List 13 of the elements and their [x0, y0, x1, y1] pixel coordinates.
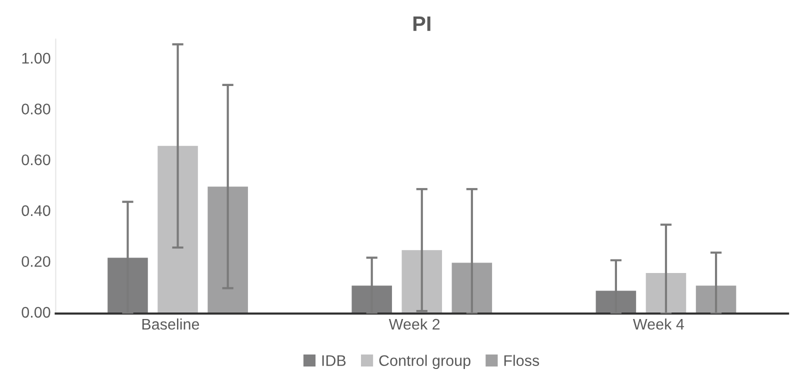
legend-label: IDB — [322, 355, 346, 366]
y-tick-label: 1.00 — [22, 52, 50, 64]
x-tick-label: Week 2 — [388, 318, 440, 330]
y-tick-label: 0.60 — [22, 154, 50, 166]
x-tick-label: Week 4 — [632, 318, 684, 330]
y-tick-label: 0.80 — [22, 104, 50, 114]
legend-label: Control group — [379, 354, 470, 370]
y-tick-label: 0.40 — [22, 205, 50, 216]
y-tick-label: 0.00 — [22, 306, 50, 318]
x-tick-label: Baseline — [142, 318, 200, 330]
y-tick-label: 0.20 — [22, 256, 50, 267]
legend-label: Floss — [504, 354, 540, 366]
chart-title: PI — [413, 16, 430, 31]
